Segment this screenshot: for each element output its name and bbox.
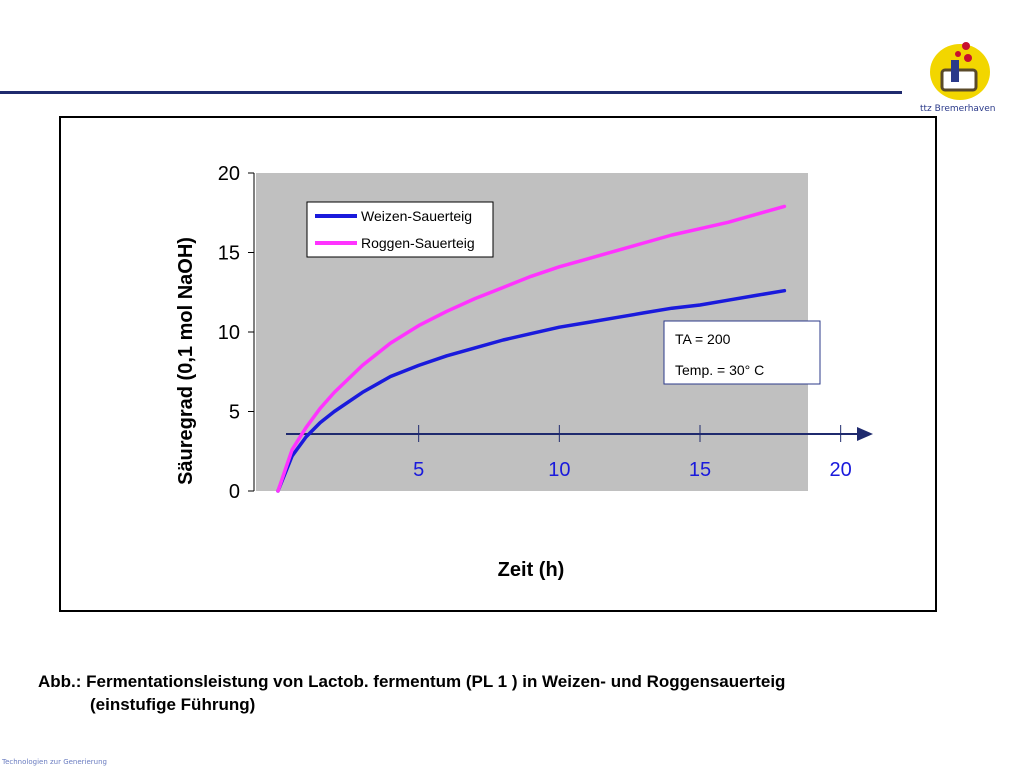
y-tick-label: 5 xyxy=(229,402,240,424)
y-axis-label: Säuregrad (0,1 mol NaOH) xyxy=(175,237,197,485)
footer-text: Technologien zur Generierung xyxy=(2,758,107,766)
header-divider xyxy=(0,91,902,94)
legend-label-weizen: Weizen-Sauerteig xyxy=(361,208,472,224)
annotation-ta: TA = 200 xyxy=(675,331,731,347)
x-axis-label: Zeit (h) xyxy=(498,559,565,581)
y-axis: 0 5 10 15 20 xyxy=(218,163,255,503)
logo-text: ttz Bremerhaven xyxy=(920,104,996,114)
x-tick-label: 15 xyxy=(689,459,711,481)
line-chart: 0 5 10 15 20 5 10 15 20 Säuregrad (0,1 mol NaOH… xyxy=(175,163,873,581)
caption-line-2: (einstufige Führung) xyxy=(90,695,256,714)
y-tick-label: 15 xyxy=(218,243,240,265)
chart-frame: 0 5 10 15 20 5 10 15 20 Säuregrad (0,1 mol NaOH… xyxy=(59,116,937,612)
x-axis: 5 10 15 20 xyxy=(286,425,873,481)
ttz-logo-emblem-icon xyxy=(930,42,990,100)
x-tick-label: 5 xyxy=(413,459,424,481)
caption-line-1: Abb.: Fermentationsleistung von Lactob. … xyxy=(38,672,786,691)
x-tick-label: 20 xyxy=(830,459,852,481)
x-tick-label: 10 xyxy=(548,459,570,481)
series-layer xyxy=(276,204,787,493)
legend-label-roggen: Roggen-Sauerteig xyxy=(361,235,475,251)
y-tick-label: 20 xyxy=(218,163,240,185)
ttz-logo: ttz Bremerhaven xyxy=(918,36,1024,122)
x-axis-arrow-icon xyxy=(857,427,873,441)
legend: Weizen-Sauerteig Roggen-Sauerteig xyxy=(306,201,494,258)
annotation-temp: Temp. = 30° C xyxy=(675,362,764,378)
y-tick-label: 0 xyxy=(229,481,240,503)
y-tick-label: 10 xyxy=(218,322,240,344)
figure-caption: Abb.: Fermentationsleistung von Lactob. … xyxy=(38,670,998,716)
annotation-box: TA = 200 Temp. = 30° C xyxy=(663,320,821,385)
